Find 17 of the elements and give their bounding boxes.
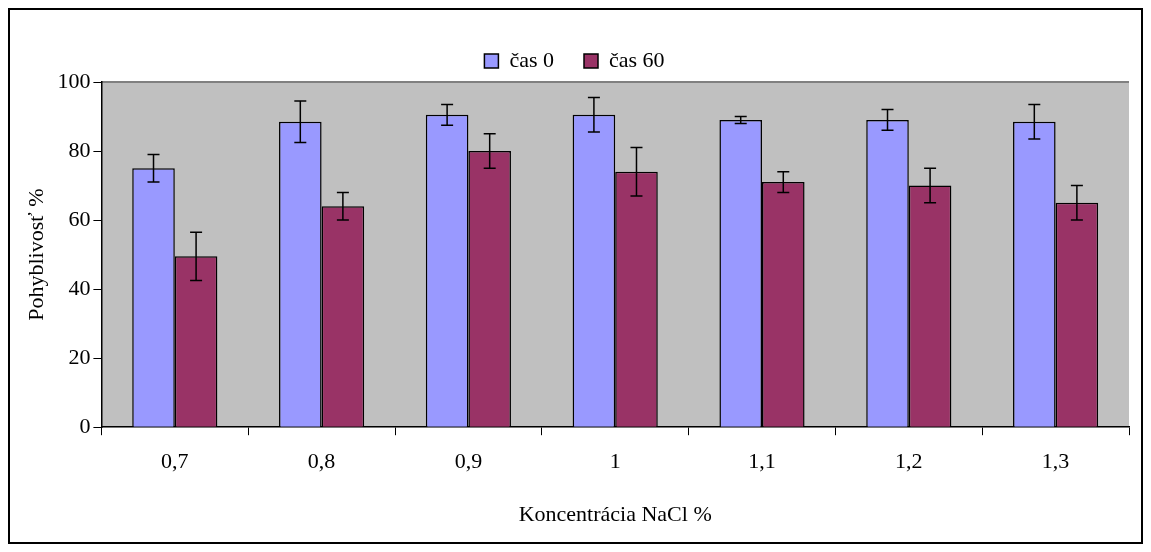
y-tick-label: 20 [68,343,91,369]
x-tick-label: 0,7 [161,448,189,474]
y-axis-title: Pohyblivosť % [22,188,48,321]
x-tick-label: 0,9 [454,448,483,474]
x-tick-label: 1 [609,448,621,474]
x-axis-title: Koncentrácia NaCl % [518,500,712,526]
legend-label: čas 60 [609,46,665,72]
x-tick-label: 1,3 [1041,448,1070,474]
legend-label: čas 0 [509,46,554,72]
x-tick-label: 1,2 [895,448,923,474]
y-tick-label: 100 [57,67,91,93]
y-tick-label: 80 [68,136,91,162]
y-tick-label: 0 [79,412,91,438]
y-tick-label: 40 [68,274,91,300]
x-tick-label: 1,1 [748,448,776,474]
y-tick-label: 60 [68,205,91,231]
x-tick-label: 0,8 [307,448,336,474]
